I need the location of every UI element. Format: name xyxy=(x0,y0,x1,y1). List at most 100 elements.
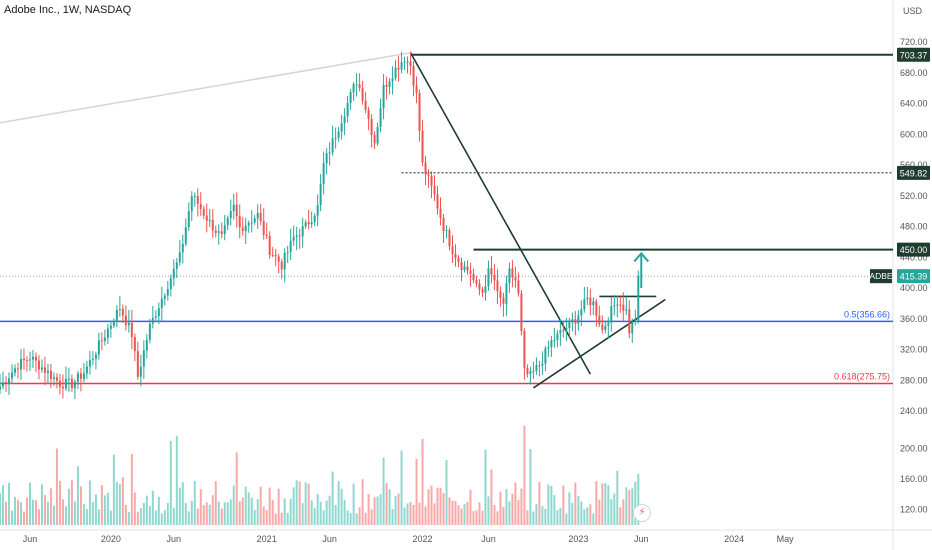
candle-body xyxy=(226,218,229,226)
candle-body xyxy=(127,322,130,326)
candle-body xyxy=(568,320,571,329)
candle-body xyxy=(613,305,616,307)
volume-bar xyxy=(493,505,496,525)
candle-body xyxy=(499,291,502,298)
candle-body xyxy=(97,340,100,355)
candle-body xyxy=(532,371,535,373)
volume-bar xyxy=(580,501,583,525)
volume-bar xyxy=(571,502,574,525)
candle-body xyxy=(547,346,550,349)
candle-body xyxy=(19,358,22,370)
volume-bar xyxy=(58,481,61,525)
volume-bar xyxy=(589,504,592,525)
candle-body xyxy=(223,225,226,235)
volume-bar xyxy=(247,492,250,525)
candle-body xyxy=(400,62,403,70)
time-tick-label: 2024 xyxy=(724,534,744,544)
candle-body xyxy=(463,266,466,271)
candle-body xyxy=(91,358,94,360)
candle-body xyxy=(262,221,265,235)
candle-body xyxy=(238,216,241,228)
volume-bar xyxy=(586,507,589,525)
time-tick-label: May xyxy=(777,534,795,544)
candle-body xyxy=(142,350,145,367)
candle-body xyxy=(487,268,490,287)
volume-bar xyxy=(478,502,481,525)
candle-body xyxy=(340,123,343,132)
candle-body xyxy=(445,230,448,232)
volume-bar xyxy=(436,487,439,525)
price-tick-label: 680.00 xyxy=(900,68,928,78)
candle-body xyxy=(190,196,193,212)
price-tick-label: 440.00 xyxy=(900,252,928,262)
candle-body xyxy=(79,373,82,379)
volume-bar xyxy=(382,457,385,525)
volume-bar xyxy=(550,485,553,525)
volume-bar xyxy=(439,487,442,525)
lightning-icon[interactable]: ⚡ xyxy=(633,504,651,522)
candle-body xyxy=(112,321,115,326)
price-badge xyxy=(897,47,930,62)
volume-bar xyxy=(622,499,625,525)
symbol-title: Adobe Inc., 1W, NASDAQ xyxy=(4,4,132,16)
volume-bar xyxy=(7,482,10,525)
volume-tick-label: 200.00 xyxy=(900,444,928,454)
candle-body xyxy=(181,243,184,253)
candle-body xyxy=(544,348,547,364)
volume-bar xyxy=(322,510,325,525)
candle-body xyxy=(331,138,334,153)
volume-bar xyxy=(274,513,277,525)
volume-bar xyxy=(604,483,607,525)
candle-body xyxy=(274,254,277,257)
candle-body xyxy=(37,360,40,370)
candle-body xyxy=(286,251,289,253)
candle-body xyxy=(232,204,235,212)
candle-body xyxy=(625,309,628,311)
volume-bar xyxy=(241,497,244,525)
candle-body xyxy=(115,309,118,322)
volume-bar xyxy=(445,460,448,525)
candle-body xyxy=(67,378,70,380)
candle-body xyxy=(145,339,148,351)
candle-body xyxy=(76,373,79,382)
candle-body xyxy=(586,297,589,300)
volume-bar xyxy=(253,509,256,525)
candle-body xyxy=(61,386,64,389)
volume-bar xyxy=(403,507,406,525)
candle-body xyxy=(169,278,172,290)
volume-bar xyxy=(148,506,151,525)
volume-bar xyxy=(271,499,274,525)
candle-body xyxy=(52,377,55,379)
volume-bar xyxy=(103,495,106,525)
volume-bar xyxy=(43,495,46,525)
candle-body xyxy=(436,194,439,209)
candle-body xyxy=(394,67,397,79)
volume-bar xyxy=(637,473,640,525)
volume-bar xyxy=(388,489,391,525)
volume-bar xyxy=(67,488,70,525)
volume-bar xyxy=(331,471,334,525)
volume-bar xyxy=(592,513,595,525)
candle-body xyxy=(511,268,514,278)
volume-bar xyxy=(4,501,7,525)
candle-body xyxy=(460,261,463,271)
time-tick-label: Jun xyxy=(481,534,496,544)
candle-body xyxy=(31,356,34,360)
candle-body xyxy=(103,337,106,341)
candle-body xyxy=(289,240,292,252)
candle-body xyxy=(133,336,136,352)
volume-bar xyxy=(502,506,505,525)
price-tick-label: 240.00 xyxy=(900,406,928,416)
price-tick-label: 720.00 xyxy=(900,37,928,47)
candle-body xyxy=(502,297,505,304)
candle-body xyxy=(328,152,331,154)
volume-bar xyxy=(61,499,64,525)
candle-body xyxy=(40,367,43,370)
candle-body xyxy=(634,320,637,322)
volume-bar xyxy=(547,484,550,525)
volume-bar xyxy=(316,493,319,525)
volume-bar xyxy=(184,502,187,525)
volume-bar xyxy=(118,483,121,525)
candle-body xyxy=(361,88,364,101)
